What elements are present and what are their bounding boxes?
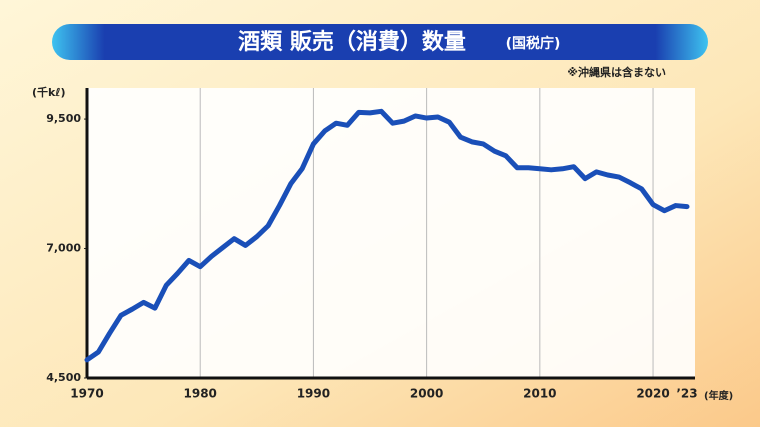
x-tick-label: 1970 <box>70 387 103 401</box>
y-unit: (千kℓ) <box>32 85 66 99</box>
chart-title: 酒類 販売（消費）数量 <box>238 29 466 55</box>
x-tick-label: 2000 <box>410 387 443 401</box>
note: ※沖縄県は含まない <box>567 65 666 79</box>
x-tick-label: ’23 <box>676 387 697 401</box>
y-tick-label: 4,500 <box>46 371 81 384</box>
x-tick-label: 1990 <box>297 387 330 401</box>
data-line <box>84 108 690 363</box>
title-banner <box>52 24 708 60</box>
x-tick-label: 2020 <box>636 387 669 401</box>
y-tick-label: 9,500 <box>46 112 81 125</box>
source: (国税庁) <box>506 35 561 52</box>
y-tick-label: 7,000 <box>46 242 81 255</box>
plot-area <box>88 88 695 378</box>
x-unit: (年度) <box>704 389 733 402</box>
x-tick-label: 1980 <box>184 387 217 401</box>
x-tick-label: 2010 <box>523 387 556 401</box>
